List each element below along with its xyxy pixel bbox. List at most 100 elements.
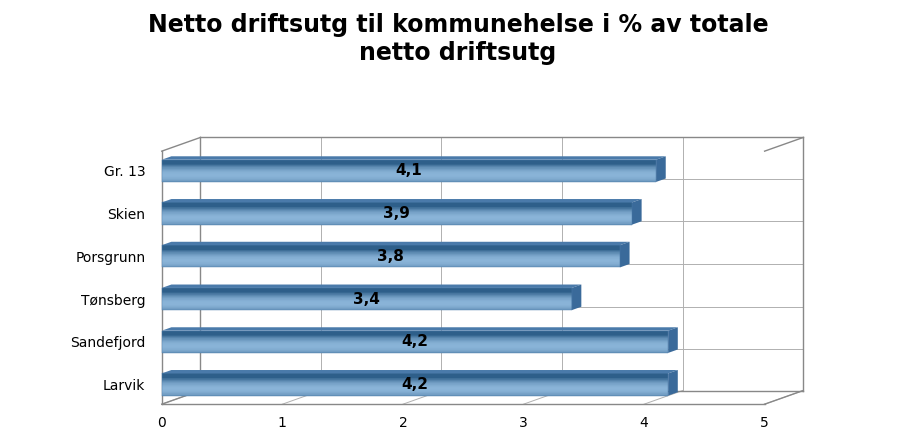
Polygon shape (162, 349, 668, 350)
Polygon shape (162, 263, 620, 264)
Polygon shape (162, 213, 632, 214)
Polygon shape (162, 333, 668, 334)
Polygon shape (162, 292, 572, 293)
Polygon shape (162, 260, 620, 261)
Polygon shape (162, 156, 666, 160)
Polygon shape (162, 222, 632, 223)
Polygon shape (162, 168, 656, 169)
Polygon shape (162, 307, 572, 308)
Polygon shape (162, 374, 668, 375)
Polygon shape (162, 160, 656, 161)
Polygon shape (162, 389, 668, 390)
Polygon shape (162, 305, 572, 306)
Polygon shape (162, 220, 632, 221)
Polygon shape (162, 169, 656, 170)
Polygon shape (162, 162, 656, 163)
Polygon shape (620, 242, 629, 267)
Polygon shape (162, 250, 620, 251)
Polygon shape (162, 252, 620, 253)
Polygon shape (162, 177, 656, 178)
Polygon shape (162, 295, 572, 296)
Polygon shape (162, 393, 668, 394)
Polygon shape (162, 370, 678, 373)
Polygon shape (162, 215, 632, 216)
Polygon shape (162, 163, 656, 164)
Polygon shape (162, 386, 668, 387)
Polygon shape (162, 221, 632, 222)
Polygon shape (162, 394, 668, 395)
Polygon shape (162, 262, 620, 263)
Polygon shape (668, 370, 678, 396)
Polygon shape (162, 301, 572, 302)
Polygon shape (162, 252, 620, 253)
Polygon shape (162, 374, 668, 375)
Polygon shape (162, 383, 668, 384)
Polygon shape (656, 156, 666, 182)
Polygon shape (162, 179, 656, 180)
Polygon shape (162, 379, 668, 380)
Polygon shape (162, 246, 620, 247)
Polygon shape (162, 304, 572, 305)
Polygon shape (162, 293, 572, 294)
Text: 4,2: 4,2 (401, 334, 429, 349)
Polygon shape (162, 334, 668, 335)
Polygon shape (162, 297, 572, 298)
Polygon shape (162, 382, 668, 383)
Polygon shape (162, 208, 632, 209)
Polygon shape (162, 221, 632, 222)
Polygon shape (162, 251, 620, 252)
Text: 3,8: 3,8 (377, 249, 404, 264)
Polygon shape (162, 291, 572, 292)
Polygon shape (162, 391, 668, 392)
Polygon shape (162, 289, 572, 290)
Polygon shape (162, 331, 668, 332)
Polygon shape (162, 377, 668, 378)
Polygon shape (162, 249, 620, 250)
Polygon shape (162, 342, 668, 343)
Text: 4,1: 4,1 (396, 163, 422, 178)
Polygon shape (162, 381, 668, 382)
Polygon shape (162, 173, 656, 174)
Polygon shape (162, 294, 572, 295)
Polygon shape (162, 258, 620, 259)
Polygon shape (162, 242, 629, 245)
Polygon shape (162, 214, 632, 215)
Polygon shape (162, 352, 668, 353)
Polygon shape (668, 327, 678, 353)
Polygon shape (162, 350, 668, 351)
Text: Netto driftsutg til kommunehelse i % av totale
netto driftsutg: Netto driftsutg til kommunehelse i % av … (147, 13, 769, 65)
Text: 3,4: 3,4 (354, 292, 380, 306)
Polygon shape (162, 285, 582, 288)
Polygon shape (162, 206, 632, 207)
Polygon shape (162, 248, 620, 249)
Polygon shape (162, 211, 632, 212)
Polygon shape (162, 166, 656, 167)
Polygon shape (162, 263, 620, 264)
Polygon shape (162, 303, 572, 304)
Polygon shape (162, 174, 656, 175)
Polygon shape (162, 172, 656, 173)
Polygon shape (162, 384, 668, 385)
Polygon shape (162, 261, 620, 262)
Polygon shape (162, 332, 668, 333)
Polygon shape (162, 170, 656, 171)
Polygon shape (162, 300, 572, 301)
Polygon shape (162, 392, 668, 393)
Polygon shape (162, 305, 572, 306)
Polygon shape (162, 294, 572, 295)
Polygon shape (162, 306, 572, 307)
Polygon shape (632, 199, 641, 225)
Polygon shape (162, 253, 620, 254)
Polygon shape (162, 224, 632, 225)
Polygon shape (162, 219, 632, 220)
Polygon shape (162, 343, 668, 344)
Polygon shape (162, 292, 572, 293)
Polygon shape (162, 394, 668, 395)
Polygon shape (162, 181, 656, 182)
Polygon shape (162, 164, 656, 165)
Polygon shape (162, 159, 656, 160)
Polygon shape (162, 351, 668, 352)
Polygon shape (162, 303, 572, 304)
Polygon shape (162, 165, 656, 166)
Polygon shape (162, 203, 632, 204)
